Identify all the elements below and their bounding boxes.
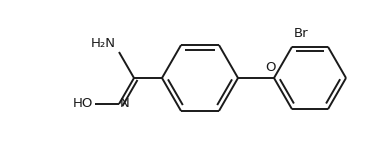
Text: N: N (120, 97, 130, 111)
Text: Br: Br (294, 27, 309, 40)
Text: HO: HO (73, 97, 93, 111)
Text: H₂N: H₂N (91, 37, 116, 50)
Text: O: O (265, 61, 275, 74)
